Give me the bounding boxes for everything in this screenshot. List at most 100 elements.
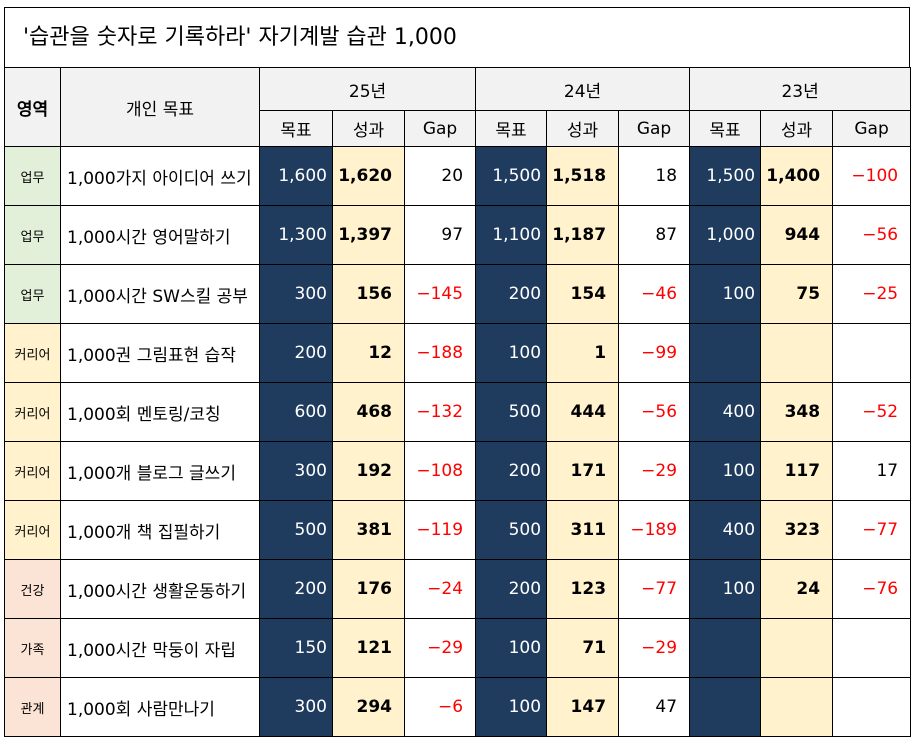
area-cell: 커리어 bbox=[4, 382, 61, 442]
gap-cell: −46 bbox=[618, 264, 691, 324]
gap-cell: 18 bbox=[618, 146, 691, 206]
gap-cell: −77 bbox=[618, 559, 691, 619]
gap-cell: −119 bbox=[403, 500, 477, 560]
gap-cell bbox=[832, 677, 912, 737]
subheader-goal: 목표 bbox=[259, 110, 333, 147]
subheader-result: 성과 bbox=[332, 110, 405, 147]
sheet-title: '습관을 숫자로 기록하라' 자기계발 습관 1,000 bbox=[4, 7, 910, 67]
gap-cell: 17 bbox=[832, 441, 912, 501]
goal-cell: 100 bbox=[475, 323, 548, 383]
gap-cell: 87 bbox=[618, 205, 691, 265]
habit-cell: 1,000회 멘토링/코칭 bbox=[60, 382, 260, 442]
result-cell bbox=[760, 677, 834, 737]
result-cell: 1,187 bbox=[546, 205, 620, 265]
table-row: 건강 1,000시간 생활운동하기 200 176 −24 200 123 −77 100 24−… bbox=[4, 559, 912, 619]
gap-cell bbox=[832, 618, 912, 678]
goal-cell: 200 bbox=[259, 323, 333, 383]
goal-cell: 1,500 bbox=[475, 146, 548, 206]
goal-cell: 1,000 bbox=[689, 205, 762, 265]
result-cell: 468 bbox=[332, 382, 405, 442]
gap-cell: −56 bbox=[618, 382, 691, 442]
result-cell: 311 bbox=[546, 500, 620, 560]
result-cell: 1,400 bbox=[760, 146, 834, 206]
header-year-24: 24년 bbox=[475, 67, 691, 111]
goal-cell: 150 bbox=[259, 618, 333, 678]
table-row: 가족 1,000시간 막둥이 자립 150 121 −29 100 71 −29 bbox=[4, 618, 912, 678]
goal-cell: 500 bbox=[259, 500, 333, 560]
goal-cell: 400 bbox=[689, 500, 762, 560]
subheader-result: 성과 bbox=[546, 110, 620, 147]
gap-cell: −56 bbox=[832, 205, 912, 265]
result-cell: 71 bbox=[546, 618, 620, 678]
habit-cell: 1,000시간 영어말하기 bbox=[60, 205, 260, 265]
goal-cell: 300 bbox=[259, 264, 333, 324]
gap-cell: 20 bbox=[403, 146, 477, 206]
table-row: 커리어 1,000개 블로그 글쓰기 300 192 −108 200 171 −29 100 1… bbox=[4, 441, 912, 501]
result-cell: 294 bbox=[332, 677, 405, 737]
goal-cell: 300 bbox=[259, 677, 333, 737]
table-row: 업무 1,000시간 영어말하기 1,300 1,397 97 1,100 1,187 87 1… bbox=[4, 205, 912, 265]
gap-cell: −24 bbox=[403, 559, 477, 619]
goal-cell bbox=[689, 677, 762, 737]
gap-cell: −29 bbox=[403, 618, 477, 678]
gap-cell bbox=[832, 323, 912, 383]
gap-cell: −25 bbox=[832, 264, 912, 324]
gap-cell: −145 bbox=[403, 264, 477, 324]
gap-cell: −108 bbox=[403, 441, 477, 501]
goal-cell bbox=[689, 323, 762, 383]
goal-cell: 1,500 bbox=[689, 146, 762, 206]
gap-cell: 47 bbox=[618, 677, 691, 737]
result-cell bbox=[760, 323, 834, 383]
result-cell: 12 bbox=[332, 323, 405, 383]
area-cell: 업무 bbox=[4, 146, 61, 206]
header-area: 영역 bbox=[4, 67, 61, 147]
result-cell: 75 bbox=[760, 264, 834, 324]
gap-cell: −189 bbox=[618, 500, 691, 560]
habit-cell: 1,000개 블로그 글쓰기 bbox=[60, 441, 260, 501]
goal-cell: 600 bbox=[259, 382, 333, 442]
gap-cell: −76 bbox=[832, 559, 912, 619]
goal-cell: 100 bbox=[689, 264, 762, 324]
area-cell: 건강 bbox=[4, 559, 61, 619]
area-cell: 가족 bbox=[4, 618, 61, 678]
habit-cell: 1,000권 그림표현 습작 bbox=[60, 323, 260, 383]
habit-cell: 1,000회 사람만나기 bbox=[60, 677, 260, 737]
goal-cell bbox=[689, 618, 762, 678]
area-cell: 업무 bbox=[4, 205, 61, 265]
goal-cell: 200 bbox=[475, 264, 548, 324]
gap-cell: −29 bbox=[618, 618, 691, 678]
table-row: 업무 1,000가지 아이디어 쓰기 1,600 1,620 20 1,500 1,518 1… bbox=[4, 146, 912, 206]
gap-cell: −29 bbox=[618, 441, 691, 501]
subheader-gap: Gap bbox=[618, 110, 691, 147]
gap-cell: −188 bbox=[403, 323, 477, 383]
goal-cell: 100 bbox=[475, 677, 548, 737]
goal-cell: 400 bbox=[689, 382, 762, 442]
gap-cell: −99 bbox=[618, 323, 691, 383]
gap-cell: −6 bbox=[403, 677, 477, 737]
result-cell: 192 bbox=[332, 441, 405, 501]
result-cell: 323 bbox=[760, 500, 834, 560]
result-cell: 123 bbox=[546, 559, 620, 619]
goal-cell: 1,600 bbox=[259, 146, 333, 206]
table-row: 업무 1,000시간 SW스킬 공부 300 156 −145 200 154 −46 100 7… bbox=[4, 264, 912, 324]
gap-cell: 97 bbox=[403, 205, 477, 265]
table-row: 관계 1,000회 사람만나기 300 294 −6 100 147 47 bbox=[4, 677, 912, 737]
gap-cell: −100 bbox=[832, 146, 912, 206]
result-cell: 147 bbox=[546, 677, 620, 737]
subheader-result: 성과 bbox=[760, 110, 834, 147]
result-cell: 381 bbox=[332, 500, 405, 560]
area-cell: 관계 bbox=[4, 677, 61, 737]
header-year-23: 23년 bbox=[689, 67, 912, 111]
subheader-gap: Gap bbox=[403, 110, 477, 147]
goal-cell: 1,100 bbox=[475, 205, 548, 265]
habit-cell: 1,000시간 막둥이 자립 bbox=[60, 618, 260, 678]
subheader-goal: 목표 bbox=[689, 110, 762, 147]
subheader-gap: Gap bbox=[832, 110, 912, 147]
habit-table: 영역 개인 목표 25년 24년 23년 목표 성과 Gap 목표 성과 Gap 목표 성과 G… bbox=[4, 67, 912, 737]
gap-cell: −77 bbox=[832, 500, 912, 560]
gap-cell: −132 bbox=[403, 382, 477, 442]
result-cell: 154 bbox=[546, 264, 620, 324]
result-cell: 444 bbox=[546, 382, 620, 442]
goal-cell: 300 bbox=[259, 441, 333, 501]
result-cell: 1 bbox=[546, 323, 620, 383]
